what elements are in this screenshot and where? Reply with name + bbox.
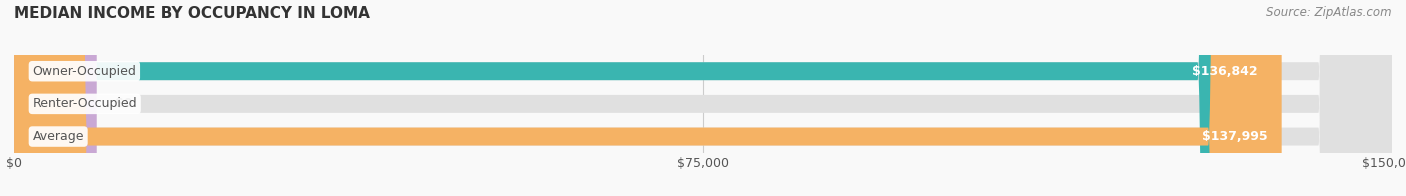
Text: $136,842: $136,842 (1192, 65, 1257, 78)
Text: Owner-Occupied: Owner-Occupied (32, 65, 136, 78)
Text: MEDIAN INCOME BY OCCUPANCY IN LOMA: MEDIAN INCOME BY OCCUPANCY IN LOMA (14, 6, 370, 21)
Text: Renter-Occupied: Renter-Occupied (32, 97, 136, 110)
FancyBboxPatch shape (14, 0, 1392, 196)
FancyBboxPatch shape (14, 0, 1392, 196)
FancyBboxPatch shape (14, 0, 1271, 196)
Text: Average: Average (32, 130, 84, 143)
Text: $137,995: $137,995 (1202, 130, 1268, 143)
FancyBboxPatch shape (14, 0, 97, 196)
Text: Source: ZipAtlas.com: Source: ZipAtlas.com (1267, 6, 1392, 19)
Text: $0: $0 (115, 97, 132, 110)
FancyBboxPatch shape (14, 0, 1392, 196)
FancyBboxPatch shape (14, 0, 1282, 196)
